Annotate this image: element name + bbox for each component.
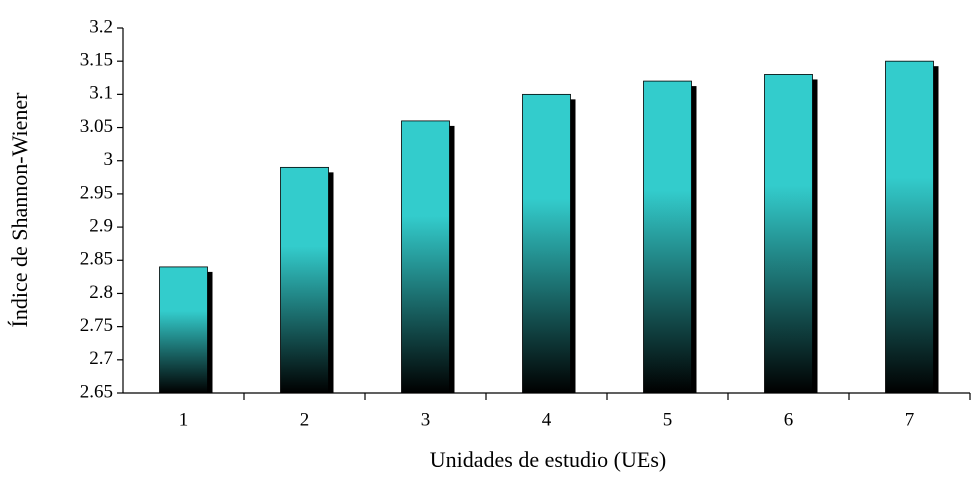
bar xyxy=(764,74,813,394)
x-tick-label: 6 xyxy=(784,409,794,430)
bar xyxy=(643,80,692,394)
y-tick-label: 2.7 xyxy=(89,348,113,369)
y-tick-label: 3.05 xyxy=(80,116,113,137)
x-axis-title: Unidades de estudio (UEs) xyxy=(430,447,666,472)
y-tick-label: 3.2 xyxy=(89,16,113,37)
y-tick-label: 2.85 xyxy=(80,249,113,270)
y-tick-label: 2.9 xyxy=(89,215,113,236)
y-tick-label: 2.95 xyxy=(80,182,113,203)
y-tick-label: 3.1 xyxy=(89,83,113,104)
x-tick-label: 1 xyxy=(179,409,189,430)
y-tick-label: 2.8 xyxy=(89,282,113,303)
y-axis-title: Índice de Shannon-Wiener xyxy=(7,92,32,328)
bar xyxy=(159,266,208,394)
bar xyxy=(522,93,571,394)
x-tick-label: 7 xyxy=(905,409,915,430)
x-tick-label: 2 xyxy=(300,409,310,430)
x-tick-label: 5 xyxy=(663,409,673,430)
y-tick-label: 3.15 xyxy=(80,50,113,71)
bar xyxy=(280,166,329,394)
bar xyxy=(885,60,934,394)
x-tick-label: 4 xyxy=(542,409,552,430)
y-tick-label: 2.75 xyxy=(80,315,113,336)
y-tick-label: 3 xyxy=(104,149,114,170)
x-tick-label: 3 xyxy=(421,409,431,430)
y-tick-label: 2.65 xyxy=(80,381,113,402)
bar xyxy=(401,120,450,394)
